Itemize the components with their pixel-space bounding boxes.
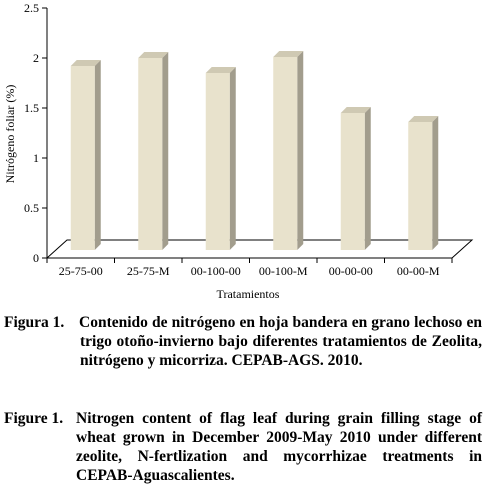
y-tick-label: 1.5 [24,101,39,115]
x-tick-label: 00-00-00 [329,264,373,278]
caption-label-english: Figure 1. [4,410,64,427]
bar-side [297,51,304,250]
figure-caption-spanish: Figura 1. Contenido de nitrógeno en hoja… [0,313,486,393]
bar-chart: 0 0.5 1 1.5 2 2.5 25-75-00 25-75-M 00-100-00 00-… [3,1,474,301]
bar-top [205,67,236,73]
bar-top [273,51,304,57]
bar-top [70,60,101,66]
y-tick-label: 0 [33,251,39,265]
chart-axes [42,7,453,263]
bar [340,107,371,250]
bar-front [138,58,163,250]
y-tick-label: 0.5 [24,201,39,215]
bar-side [162,52,169,250]
bar [205,67,236,250]
x-axis-title: Tratamientos [217,287,280,301]
y-axis-title: Nitrógeno foliar (%) [3,85,17,184]
y-tick-labels: 0 0.5 1 1.5 2 2.5 [24,1,39,265]
bar-front [340,113,365,250]
bar [70,60,101,250]
bar-front [273,57,298,250]
bar [138,52,169,250]
x-tick-label: 00-100-M [259,264,308,278]
chart-bars [70,51,439,250]
caption-text-english: Nitrogen content of flag leaf during gra… [76,410,482,484]
bar-side [364,107,371,250]
x-tick-label: 00-100-00 [191,264,241,278]
caption-label-spanish: Figura 1. [4,314,65,331]
bar [408,116,439,250]
bar-side [94,60,101,250]
bar-side [229,67,236,250]
figure-caption-english: Figure 1. Nitrogen content of flag leaf … [0,409,486,489]
y-tick-label: 2 [33,51,39,65]
x-tick-label: 00-00-M [397,264,440,278]
bar-top [138,52,169,58]
x-tick-label: 25-75-M [127,264,170,278]
bar-top [340,107,371,113]
x-tick-label: 25-75-00 [59,264,103,278]
y-tick-label: 2.5 [24,1,39,15]
x-tick-labels: 25-75-00 25-75-M 00-100-00 00-100-M 00-00-00… [59,264,440,278]
bar-front [408,122,433,250]
bar [273,51,304,250]
bar-side [432,116,439,250]
caption-text-spanish: Contenido de nitrógeno en hoja bandera e… [79,314,482,369]
y-tick-label: 1 [33,151,39,165]
bar-front [70,66,95,250]
bar-front [205,73,230,250]
bar-top [408,116,439,122]
